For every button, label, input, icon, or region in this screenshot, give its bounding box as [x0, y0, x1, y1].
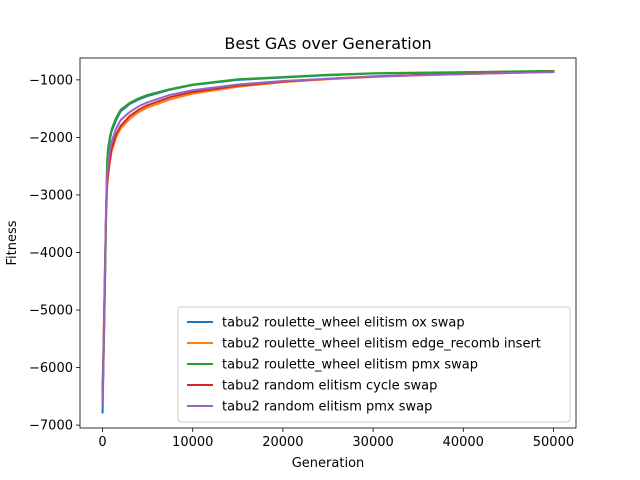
x-tick-label: 20000 — [262, 435, 303, 450]
y-axis-ticks: −7000 −6000 −5000 −4000 −3000 −2000 −1000 — [29, 73, 80, 434]
legend-label-2: tabu2 roulette_wheel elitism edge_recomb… — [222, 337, 541, 352]
x-axis-ticks: 0 10000 20000 30000 40000 50000 — [98, 428, 574, 450]
y-tick-label: −2000 — [29, 131, 73, 146]
legend: tabu2 roulette_wheel elitism ox swap tabu… — [177, 306, 571, 423]
x-tick-label: 30000 — [352, 435, 393, 450]
y-tick-label: −1000 — [29, 73, 73, 88]
x-tick-label: 40000 — [443, 435, 484, 450]
y-tick-label: −4000 — [29, 246, 73, 261]
legend-label-1: tabu2 roulette_wheel elitism ox swap — [222, 316, 465, 331]
legend-label-4: tabu2 random elitism cycle swap — [222, 379, 437, 394]
legend-box — [177, 306, 571, 423]
series-lines — [101, 69, 555, 414]
x-tick-label: 10000 — [172, 435, 213, 450]
y-axis-label: Fitness — [5, 220, 20, 265]
x-axis-label: Generation — [292, 456, 365, 471]
y-tick-label: −6000 — [29, 361, 73, 376]
y-tick-label: −5000 — [29, 304, 73, 319]
series-line-5 — [101, 71, 555, 404]
x-tick-label: 0 — [98, 435, 106, 450]
y-tick-label: −3000 — [29, 188, 73, 203]
legend-label-3: tabu2 roulette_wheel elitism pmx swap — [222, 358, 478, 373]
plot-frame — [79, 57, 577, 429]
chart-title: Best GAs over Generation — [224, 34, 431, 53]
x-tick-label: 50000 — [533, 435, 574, 450]
y-tick-label: −7000 — [29, 419, 73, 434]
legend-label-5: tabu2 random elitism pmx swap — [222, 400, 432, 415]
